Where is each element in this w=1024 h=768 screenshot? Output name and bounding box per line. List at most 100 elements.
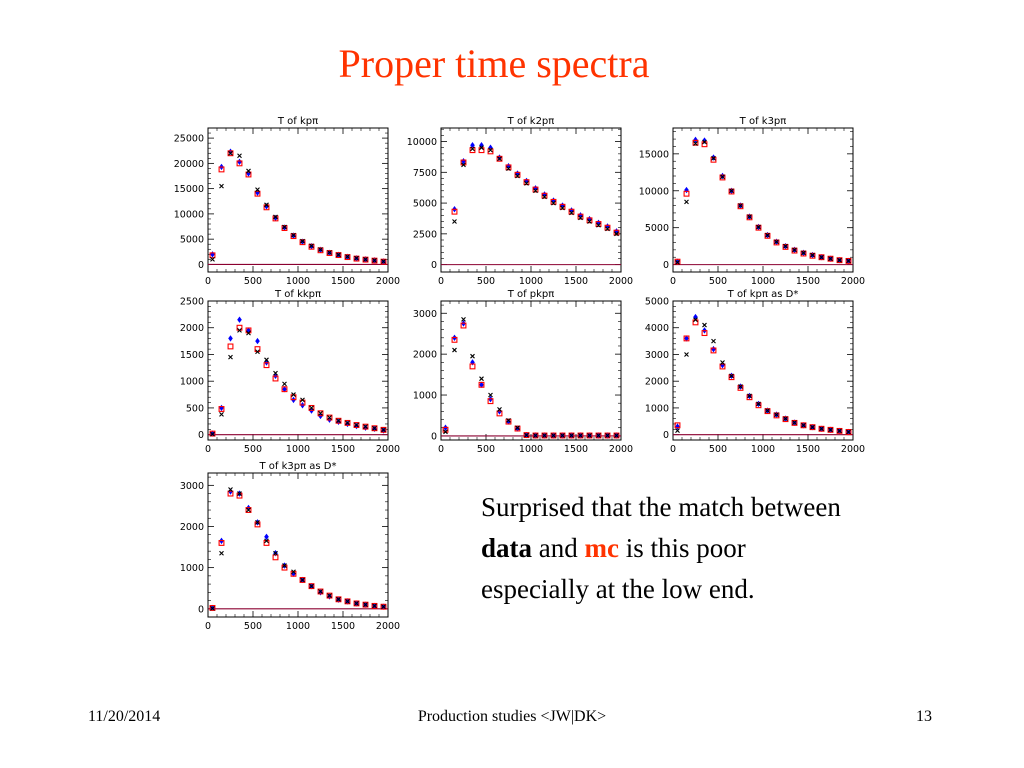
data-point-x <box>461 162 466 168</box>
data-point-x <box>515 425 520 431</box>
data-point-x <box>381 604 386 610</box>
x-tick-label: 500 <box>244 444 262 455</box>
data-word: data <box>481 533 533 563</box>
data-point-diamond <box>470 359 475 366</box>
data-point-square <box>380 258 387 265</box>
plot-frame <box>207 127 389 273</box>
data-point-x <box>210 605 215 611</box>
data-point-x <box>237 153 242 159</box>
y-tick-label: 1500 <box>180 350 204 361</box>
series-x <box>210 487 386 611</box>
data-point-x <box>819 426 824 432</box>
and-word: and <box>538 533 578 563</box>
data-point-square <box>317 247 324 254</box>
data-point-x <box>560 205 565 211</box>
y-tick-label: 15000 <box>639 149 669 160</box>
x-tick-label: 500 <box>709 276 727 287</box>
data-point-diamond <box>210 251 215 258</box>
data-point-x <box>524 180 529 186</box>
x-tick-label: 0 <box>205 444 211 455</box>
data-point-x <box>551 433 556 438</box>
y-tick-label: 2500 <box>180 297 204 308</box>
data-point-square <box>755 224 762 231</box>
series-x <box>210 328 386 437</box>
y-tick-label: 0 <box>663 260 669 271</box>
y-tick-label: 5000 <box>645 297 669 308</box>
data-point-square <box>272 215 279 222</box>
data-point-x <box>810 424 815 430</box>
plot-frame <box>440 127 622 273</box>
remark-text: Surprised that the match between data an… <box>481 487 951 610</box>
data-point-square <box>586 217 593 224</box>
plot-title: T of k3pπ <box>739 116 787 127</box>
data-point-square <box>218 166 225 173</box>
data-point-x <box>291 232 296 238</box>
plot-k3p-pi-as-dstar: T of k3pπ as D* 0 500 1000 1500 2000 0 1000 2000… <box>180 461 400 632</box>
data-point-diamond <box>711 345 716 353</box>
data-point-square <box>371 425 378 432</box>
y-tick-label: 1000 <box>413 391 437 402</box>
data-point-square <box>209 430 216 437</box>
data-point-x <box>443 429 448 435</box>
data-point-x <box>273 214 278 220</box>
data-point-x <box>756 224 761 230</box>
data-point-square <box>281 386 288 393</box>
data-point-square <box>541 432 548 439</box>
x-tick-label: 500 <box>244 276 262 287</box>
data-point-x <box>255 349 260 355</box>
x-tick-label: 500 <box>477 276 495 287</box>
series-x <box>675 139 851 265</box>
data-point-x <box>828 256 833 262</box>
data-point-square <box>764 408 771 415</box>
data-point-x <box>578 433 583 438</box>
data-point-x <box>542 433 547 438</box>
data-point-square <box>782 416 789 423</box>
data-point-square <box>800 422 807 429</box>
data-point-square <box>845 257 852 264</box>
data-point-x <box>765 232 770 238</box>
data-point-square <box>809 252 816 259</box>
data-point-x <box>578 215 583 221</box>
data-point-square <box>728 374 735 381</box>
series-diamond <box>210 148 386 265</box>
data-point-square <box>710 156 717 163</box>
data-point-x <box>569 433 574 438</box>
x-tick-label: 1500 <box>564 444 588 455</box>
data-point-x <box>702 139 707 145</box>
data-point-x <box>264 202 269 208</box>
plot-title: T of kpπ <box>277 116 318 127</box>
series-diamond <box>210 488 386 612</box>
data-point-x <box>792 420 797 426</box>
data-point-square <box>362 256 369 263</box>
data-point-x <box>551 200 556 206</box>
data-point-square <box>496 410 503 417</box>
data-point-x <box>479 376 484 382</box>
data-point-x <box>273 370 278 376</box>
plot-title: T of kkpπ <box>274 289 321 300</box>
data-point-x <box>228 354 233 360</box>
data-point-x <box>488 392 493 398</box>
data-point-square <box>326 592 333 599</box>
data-point-x <box>560 433 565 438</box>
data-point-square <box>559 203 566 210</box>
x-tick-label: 1000 <box>519 444 543 455</box>
data-point-x <box>363 424 368 430</box>
plot-pkp-pi: T of pkpπ 0 500 1000 1500 2000 0 1000 2000 3000 <box>413 289 633 455</box>
footer-date: 11/20/2014 <box>88 708 161 725</box>
data-point-square <box>737 384 744 391</box>
data-point-square <box>809 424 816 431</box>
data-point-x <box>783 416 788 422</box>
data-point-square <box>595 432 602 439</box>
data-point-x <box>282 224 287 230</box>
data-point-x <box>318 247 323 252</box>
x-tick-label: 1000 <box>751 444 775 455</box>
data-point-x <box>336 418 341 424</box>
data-point-x <box>497 156 502 162</box>
data-point-square <box>227 490 234 497</box>
data-point-x <box>300 577 305 583</box>
data-point-square <box>746 394 753 401</box>
data-point-x <box>693 317 698 323</box>
x-tick-label: 2000 <box>376 276 400 287</box>
data-point-square <box>281 225 288 231</box>
data-point-square <box>299 239 306 246</box>
